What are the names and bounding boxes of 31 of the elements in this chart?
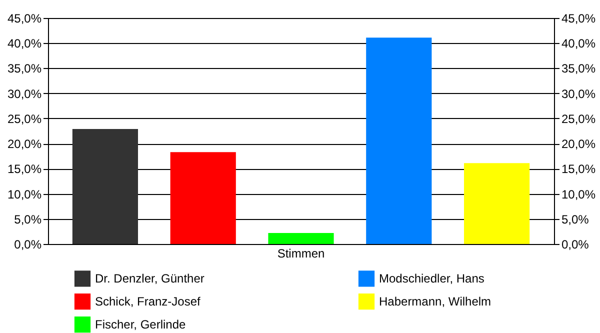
- bar: [170, 152, 236, 244]
- y-tick-label: 35,0%: [7, 62, 42, 76]
- y-tick-label: 15,0%: [7, 162, 42, 176]
- y-tick-label: 10,0%: [7, 187, 42, 202]
- text: 40,0%: [562, 36, 596, 51]
- text: 25,0%: [562, 112, 596, 126]
- x-tick-label: Stimmen: [277, 246, 325, 260]
- legend-label: Modschiedler, Hans: [379, 272, 484, 286]
- y-tick-label: 0,0%: [14, 238, 42, 252]
- text: 45,0%: [562, 12, 596, 26]
- legend-label: Schick, Franz-Josef: [95, 294, 202, 308]
- text: 35,0%: [562, 62, 596, 76]
- legend-label: Dr. Denzler, Günther: [95, 272, 204, 286]
- text: 0,0%: [562, 238, 589, 252]
- y-tick-label: 5,0%: [14, 212, 42, 226]
- text: 20,0%: [562, 137, 596, 152]
- text: 30,0%: [562, 86, 596, 101]
- text: 15,0%: [562, 162, 596, 176]
- y-tick-label: 40,0%: [7, 36, 42, 51]
- y-tick-label: 20,0%: [7, 137, 42, 152]
- y-tick-label: 25,0%: [7, 112, 42, 126]
- bar: [268, 232, 334, 244]
- bar: [464, 163, 530, 244]
- text: 5,0%: [562, 212, 589, 226]
- legend-label: Habermann, Wilhelm: [379, 294, 492, 308]
- y-tick-label: 45,0%: [7, 12, 42, 26]
- y-tick-label: 30,0%: [7, 86, 42, 101]
- bar: [72, 128, 138, 244]
- text: 10,0%: [562, 187, 596, 202]
- legend-label: Fischer, Gerlinde: [95, 318, 186, 332]
- bar: [366, 38, 432, 244]
